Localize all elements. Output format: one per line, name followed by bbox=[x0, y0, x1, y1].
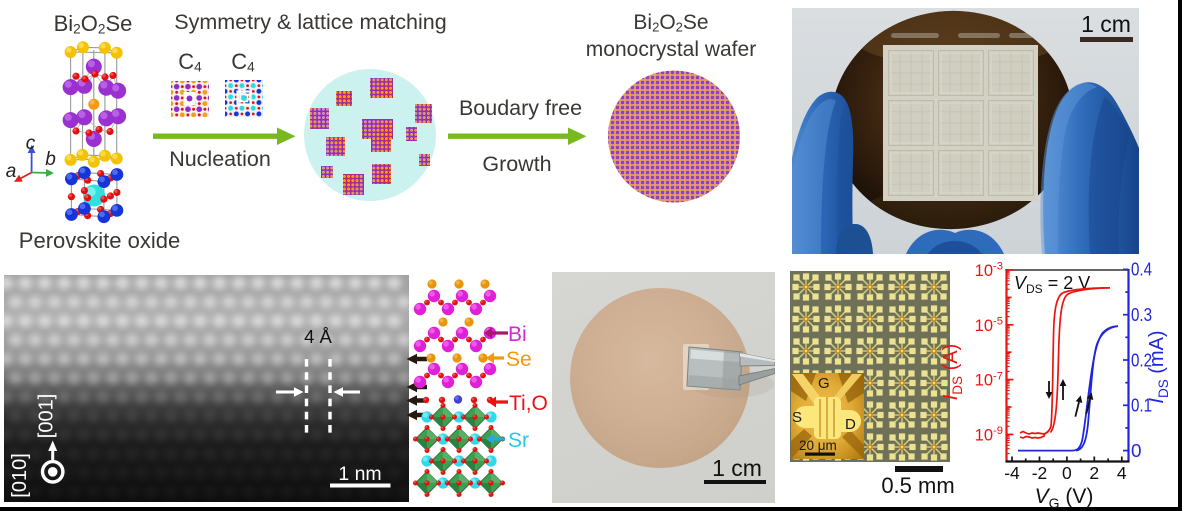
svg-text:[001]: [001] bbox=[36, 394, 58, 438]
svg-text:0: 0 bbox=[1131, 440, 1142, 461]
svg-text:4 Å: 4 Å bbox=[304, 326, 332, 347]
svg-text:0: 0 bbox=[1062, 463, 1072, 483]
svg-text:1 nm: 1 nm bbox=[338, 463, 381, 485]
svg-text:Sr: Sr bbox=[508, 429, 529, 452]
svg-text:Bi: Bi bbox=[508, 323, 527, 346]
svg-text:4: 4 bbox=[1117, 463, 1127, 483]
svg-text:10-5: 10-5 bbox=[975, 316, 1003, 335]
svg-text:VG (V): VG (V) bbox=[1035, 485, 1094, 511]
svg-text:IDS (mA): IDS (mA) bbox=[1146, 330, 1171, 403]
svg-text:VDS = 2 V: VDS = 2 V bbox=[1014, 273, 1090, 296]
svg-text:2: 2 bbox=[1089, 463, 1099, 483]
svg-text:0.4: 0.4 bbox=[1131, 260, 1152, 280]
svg-text:10-3: 10-3 bbox=[975, 261, 1003, 280]
svg-text:-2: -2 bbox=[1032, 463, 1048, 483]
svg-text:IDS (A): IDS (A) bbox=[940, 344, 965, 401]
svg-text:D: D bbox=[845, 416, 856, 433]
svg-text:20 μm: 20 μm bbox=[799, 438, 837, 453]
svg-text:S: S bbox=[792, 409, 802, 426]
svg-text:0.2: 0.2 bbox=[1131, 349, 1152, 370]
svg-text:[010]: [010] bbox=[9, 453, 31, 497]
svg-text:Se: Se bbox=[506, 348, 532, 371]
svg-text:-4: -4 bbox=[1004, 463, 1020, 483]
svg-text:Ti,O: Ti,O bbox=[509, 392, 548, 415]
svg-text:10-9: 10-9 bbox=[975, 425, 1003, 444]
svg-text:10-7: 10-7 bbox=[975, 370, 1003, 389]
svg-text:0.3: 0.3 bbox=[1131, 304, 1152, 325]
svg-text:0.1: 0.1 bbox=[1131, 395, 1152, 416]
svg-text:G: G bbox=[818, 375, 830, 392]
